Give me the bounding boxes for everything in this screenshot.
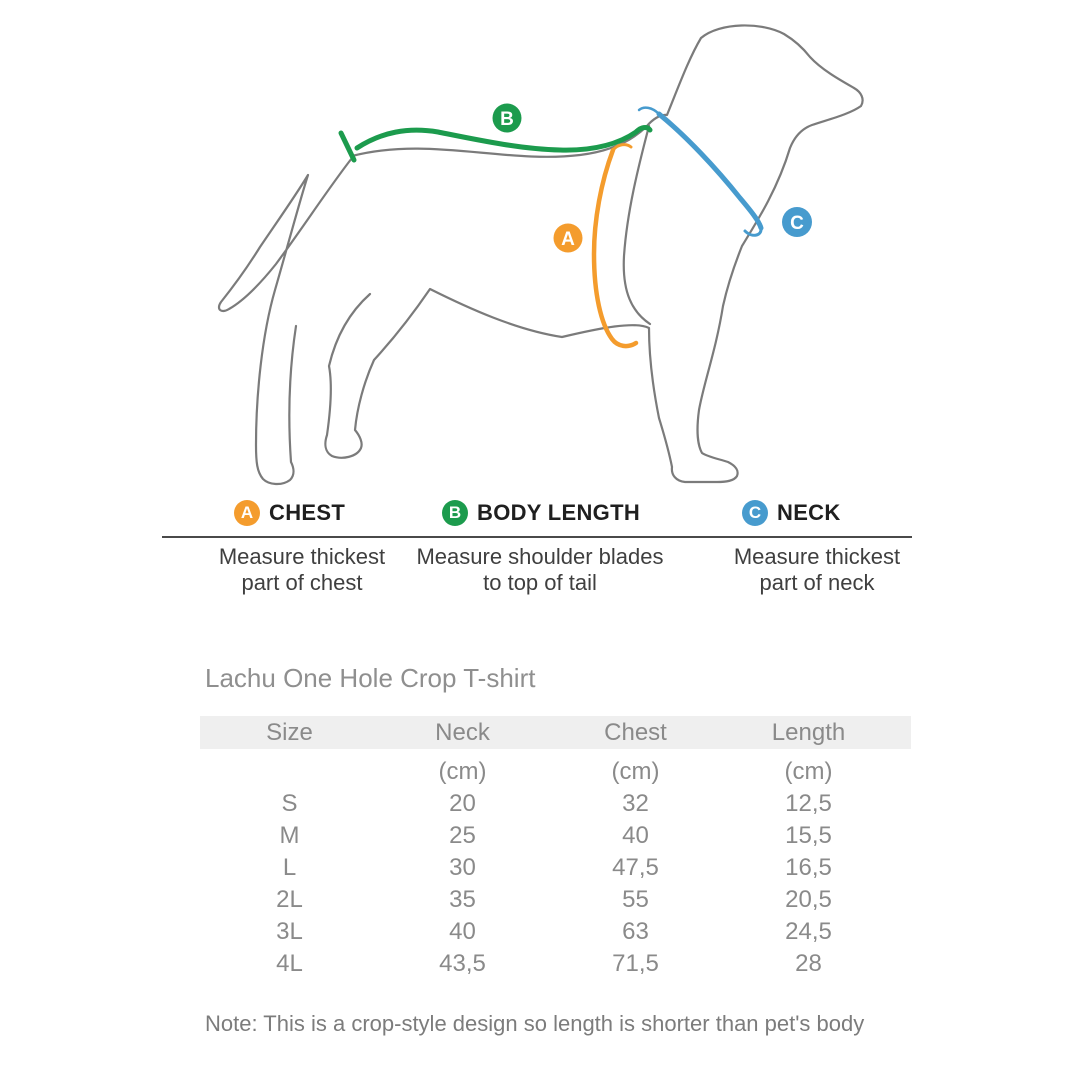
neck-measure-line [656, 111, 764, 231]
table-row: 3L 40 63 24,5 [200, 916, 911, 948]
table-row: 2L 35 55 20,5 [200, 884, 911, 916]
table-row: S 20 32 12,5 [200, 788, 911, 820]
col-header-length: Length [771, 718, 846, 746]
col-header-size: Size [266, 718, 313, 746]
body-length-description-line2: to top of tail [483, 569, 597, 595]
body-length-tick [338, 130, 357, 163]
neck-value: 40 [449, 918, 476, 945]
chest-value: 63 [622, 918, 649, 945]
length-value: 24,5 [785, 918, 832, 945]
length-value: 15,5 [785, 822, 832, 849]
table-row: M 25 40 15,5 [200, 820, 911, 852]
table-row: L 30 47,5 16,5 [200, 852, 911, 884]
size-table: Size Neck Chest Length (cm) (cm) (cm) S … [200, 716, 911, 980]
chest-badge: A [234, 500, 260, 526]
length-value: 20,5 [785, 886, 832, 913]
dog-outline-path [324, 24, 864, 484]
legend-divider [162, 536, 912, 538]
size-value: L [282, 854, 297, 881]
dog-measurement-diagram: B A C [217, 24, 864, 486]
chest-description-line1: Measure thickest [218, 544, 386, 569]
col-header-chest: Chest [604, 718, 667, 746]
size-value: M [279, 822, 300, 849]
neck-description-line2: part of neck [759, 569, 875, 595]
neck-description-line1: Measure thickest [733, 544, 901, 569]
marker-A: A [553, 223, 583, 253]
units-length: (cm) [784, 758, 833, 785]
body-length-label: BODY LENGTH [477, 500, 641, 525]
neck-measure-curl [637, 106, 661, 116]
dog-tail-and-far-leg-path [217, 156, 354, 486]
product-name: Lachu One Hole Crop T-shirt [205, 663, 536, 693]
chest-value: 55 [622, 886, 649, 913]
marker-c-letter: C [790, 213, 804, 234]
table-row: 4L 43,5 71,5 28 [200, 948, 911, 980]
neck-label: NECK [777, 500, 841, 525]
body-length-description-line1: Measure shoulder blades [416, 544, 664, 569]
neck-value: 35 [449, 886, 476, 913]
body-length-description: Measure shoulder blades to top of tail [390, 544, 690, 595]
length-value: 12,5 [785, 790, 832, 817]
legend-item-neck: C NECK [742, 500, 841, 526]
neck-description: Measure thickest part of neck [667, 544, 967, 595]
chest-value: 47,5 [612, 854, 659, 881]
chest-measure-line [591, 147, 639, 349]
units-row: (cm) (cm) (cm) [200, 756, 911, 788]
chest-measure-hook [611, 143, 633, 152]
chest-description-line2: part of chest [241, 569, 363, 595]
marker-B: B [492, 103, 522, 133]
marker-b-letter: B [500, 109, 514, 130]
chest-label: CHEST [269, 500, 346, 525]
marker-b-circle [492, 103, 522, 133]
length-value: 28 [795, 950, 822, 977]
marker-a-letter: A [561, 229, 575, 250]
legend-item-chest: A CHEST [234, 500, 345, 526]
crop-style-note: Note: This is a crop-style design so len… [205, 1011, 865, 1036]
size-value: 2L [276, 886, 303, 913]
marker-a-circle [553, 223, 583, 253]
neck-value: 43,5 [439, 950, 486, 977]
chest-value: 40 [622, 822, 649, 849]
body-length-badge: B [442, 500, 468, 526]
body-length-measure-line [354, 125, 653, 153]
units-neck: (cm) [438, 758, 487, 785]
size-value: 4L [276, 950, 303, 977]
neck-value: 20 [449, 790, 476, 817]
chest-description: Measure thickest part of chest [152, 544, 452, 595]
neck-badge: C [742, 500, 768, 526]
size-table-header: Size Neck Chest Length [200, 716, 911, 749]
chest-value: 32 [622, 790, 649, 817]
col-header-neck: Neck [435, 718, 490, 746]
size-table-body: (cm) (cm) (cm) S 20 32 12,5 M 25 40 15,5… [200, 756, 911, 980]
size-value: 3L [276, 918, 303, 945]
marker-c-circle [782, 207, 812, 237]
neck-value: 25 [449, 822, 476, 849]
units-chest: (cm) [611, 758, 660, 785]
length-value: 16,5 [785, 854, 832, 881]
neck-measure-hook [743, 226, 763, 237]
legend-item-body-length: B BODY LENGTH [442, 500, 640, 526]
marker-C: C [782, 207, 812, 237]
neck-value: 30 [449, 854, 476, 881]
chest-value: 71,5 [612, 950, 659, 977]
size-value: S [281, 790, 298, 817]
dog-shoulder-line-path [622, 124, 652, 326]
